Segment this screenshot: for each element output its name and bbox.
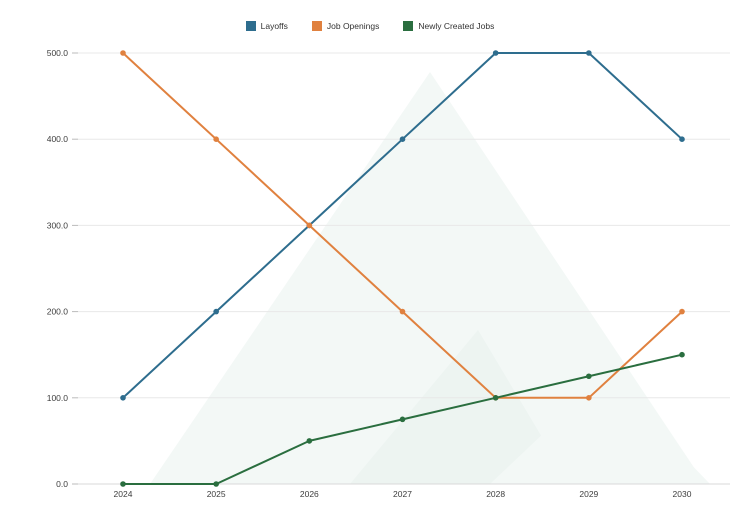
x-tick-label: 2027 [393, 489, 412, 499]
series-newly-created-jobs [120, 351, 685, 487]
chart-legend: Layoffs Job Openings Newly Created Jobs [0, 21, 740, 31]
data-point [306, 438, 313, 444]
data-point [306, 222, 313, 229]
legend-swatch [311, 21, 322, 31]
data-point [120, 50, 126, 56]
data-point [586, 373, 592, 380]
legend-item-newly-created-jobs[interactable]: Newly Created Jobs [403, 21, 494, 31]
y-tick-label: 0.0 [56, 479, 68, 489]
data-point [399, 308, 406, 315]
x-tick-label: 2024 [114, 489, 133, 499]
series-lines [120, 50, 685, 487]
x-tick-label: 2029 [579, 489, 598, 499]
x-tick-label: 2028 [486, 489, 505, 499]
data-point [213, 481, 219, 487]
x-tick-label: 2030 [673, 489, 692, 499]
legend-label: Newly Created Jobs [418, 20, 495, 31]
data-point [120, 395, 126, 401]
data-point [586, 395, 592, 401]
y-tick-label: 500.0 [47, 48, 69, 58]
y-tick-label: 200.0 [47, 307, 69, 317]
data-point [586, 50, 592, 56]
data-point [492, 395, 499, 401]
legend-label: Job Openings [326, 20, 380, 31]
legend-label: Layoffs [260, 20, 288, 31]
x-tick-label: 2025 [207, 489, 226, 499]
data-point [213, 308, 219, 315]
data-point [679, 308, 685, 315]
series-job-openings [120, 50, 685, 401]
legend-swatch [403, 21, 414, 31]
y-tick-label: 300.0 [47, 220, 69, 230]
watermark-mountains [150, 72, 710, 484]
y-tick-label: 400.0 [47, 134, 69, 144]
data-point [399, 136, 406, 142]
legend-item-layoffs[interactable]: Layoffs [245, 20, 288, 31]
legend-item-job-openings[interactable]: Job Openings [311, 20, 380, 31]
data-point [492, 50, 499, 56]
y-axis-ticks [72, 52, 78, 485]
data-point [679, 136, 685, 142]
y-tick-label: 100.0 [47, 393, 69, 403]
data-point [679, 351, 685, 358]
data-point [213, 136, 219, 142]
series-layoffs [120, 50, 685, 401]
legend-swatch [245, 21, 256, 31]
data-point [399, 416, 406, 423]
x-axis-labels: 2024 2025 2026 2027 2028 2029 2030 [114, 489, 692, 499]
y-axis-labels: 0.0 100.0 200.0 300.0 400.0 500.0 [47, 48, 69, 489]
x-tick-label: 2026 [300, 489, 319, 499]
data-point [120, 481, 126, 487]
